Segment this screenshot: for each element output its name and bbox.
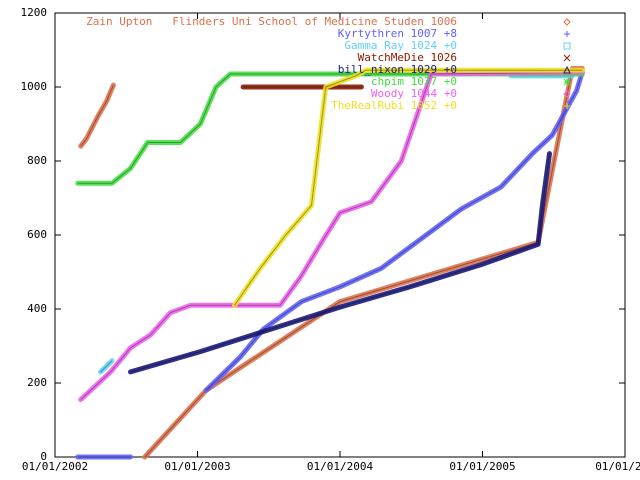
x-tick-label: 01/01/2003 (164, 460, 230, 473)
series-line-core (77, 73, 583, 184)
y-tick-label: 400 (27, 302, 47, 315)
x-tick-label: 01/01/200 (595, 460, 640, 473)
y-tick-label: 1000 (21, 80, 48, 93)
legend-symbol (563, 78, 571, 86)
legend-label: WatchMeDie 1026 (358, 51, 457, 64)
series-line-core (80, 71, 583, 400)
legend-symbol (564, 103, 570, 109)
series-line-core (234, 69, 583, 306)
series-line (75, 71, 585, 186)
legend-label: Gamma Ray 1024 +0 (344, 39, 457, 52)
y-tick-label: 800 (27, 154, 47, 167)
series-line (78, 69, 585, 403)
x-tick-label: 01/01/2005 (449, 460, 515, 473)
legend-label: TheRealRubi 1052 +0 (331, 99, 457, 112)
plot-area (75, 66, 585, 460)
legend-label: bill_nixon 1029 +0 (338, 63, 457, 76)
x-tick-label: 01/01/2002 (22, 460, 88, 473)
y-tick-label: 0 (40, 450, 47, 463)
legend-label: Woody 1044 +0 (371, 87, 457, 100)
y-tick-label: 200 (27, 376, 47, 389)
legend-label: Zain Upton Flinders Uni School of Medici… (86, 15, 457, 28)
legend-symbol (563, 18, 571, 26)
series-line-core (130, 153, 550, 373)
legend-symbol (563, 54, 571, 62)
series-line (128, 151, 552, 375)
y-tick-label: 600 (27, 228, 47, 241)
legend-symbol (563, 42, 571, 50)
legend: Zain Upton Flinders Uni School of Medici… (86, 15, 571, 112)
y-tick-label: 1200 (21, 6, 48, 19)
legend-symbol (563, 65, 571, 74)
x-tick-label: 01/01/2004 (307, 460, 374, 473)
legend-label: chpim 1037 +0 (371, 75, 457, 88)
series-line (232, 67, 585, 308)
legend-symbol (564, 31, 570, 37)
legend-label: Kyrtythren 1007 +8 (338, 27, 457, 40)
legend-symbol (563, 90, 571, 98)
